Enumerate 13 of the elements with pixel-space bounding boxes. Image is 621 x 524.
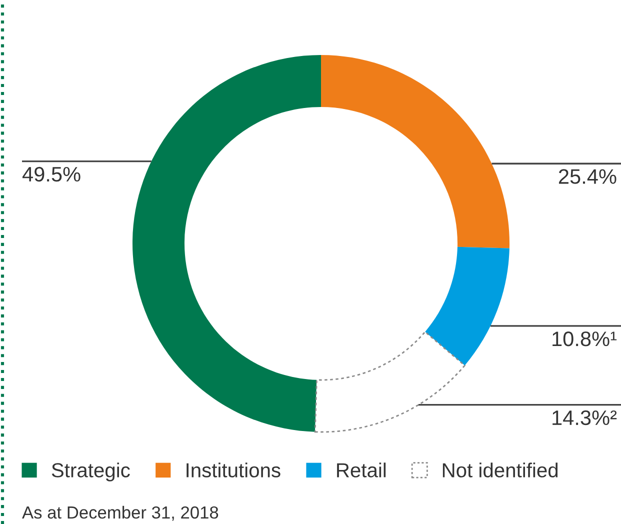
legend-label: Strategic — [52, 462, 130, 482]
data-label: 10.8%¹ — [552, 331, 617, 346]
legend-label: Retail — [337, 462, 386, 478]
legend-label: Not identified — [442, 462, 558, 478]
donut-slice — [321, 55, 510, 248]
donut-slice — [314, 331, 466, 433]
legend-label: Institutions — [186, 462, 280, 478]
donut-slice — [132, 55, 321, 432]
data-label: 49.5% — [22, 166, 80, 182]
data-label: 25.4% — [558, 169, 616, 184]
donut-slice — [425, 246, 510, 366]
data-label: 14.3%² — [552, 410, 617, 426]
text: As at December 31, 2018 — [22, 506, 218, 521]
